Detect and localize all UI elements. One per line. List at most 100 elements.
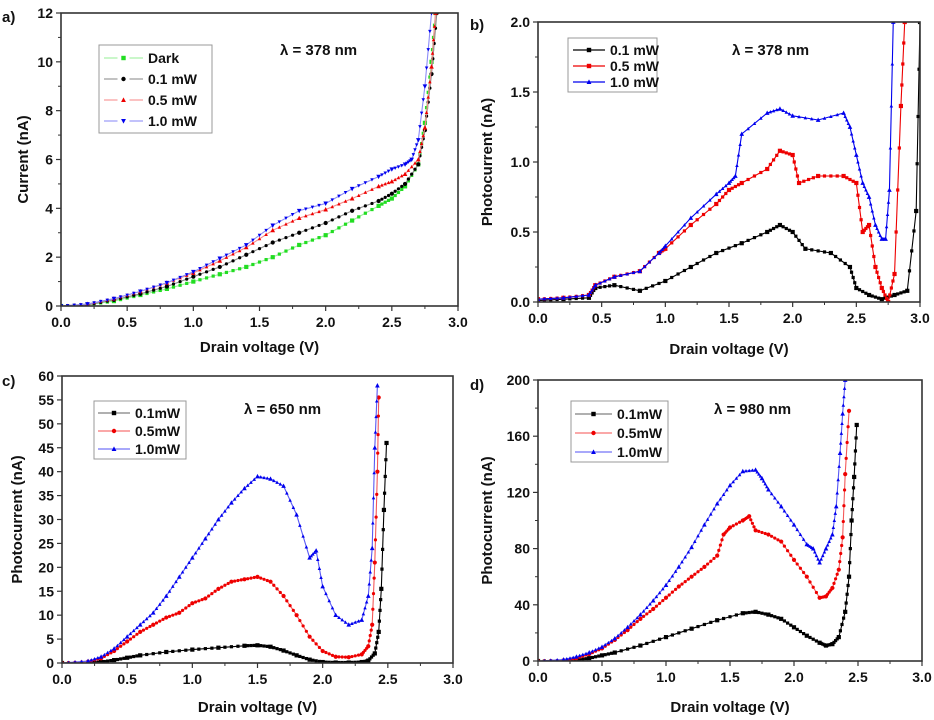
data-point <box>301 624 305 628</box>
y-tick-label: 80 <box>514 541 530 557</box>
data-point <box>888 293 892 297</box>
data-point <box>902 290 906 294</box>
data-point <box>776 500 780 504</box>
data-point <box>185 281 189 286</box>
data-point <box>376 174 381 180</box>
data-point <box>404 161 409 166</box>
data-point <box>369 545 375 551</box>
data-point <box>270 240 275 245</box>
legend-marker <box>591 411 596 417</box>
x-tick-label: 2.5 <box>847 310 867 326</box>
data-point <box>277 238 281 242</box>
data-point <box>191 274 196 279</box>
data-point <box>846 425 850 429</box>
data-point <box>255 473 260 479</box>
data-point <box>598 281 602 285</box>
data-point <box>896 188 900 192</box>
data-point <box>843 261 847 266</box>
data-point <box>406 179 410 183</box>
data-point <box>686 550 691 554</box>
data-point <box>834 577 838 581</box>
data-point <box>587 656 592 661</box>
data-point <box>914 208 919 214</box>
data-point <box>167 614 172 618</box>
data-point <box>264 232 268 237</box>
y-axis-title: Photocurrent (nA) <box>479 456 496 584</box>
data-point <box>330 660 335 663</box>
x-tick-label: 1.0 <box>183 671 203 687</box>
data-point <box>268 644 273 649</box>
data-point <box>367 582 372 586</box>
x-tick-label: 3.0 <box>448 314 468 330</box>
data-point <box>251 262 255 267</box>
data-point <box>740 468 746 474</box>
wavelength-annotation: λ = 650 nm <box>244 401 321 418</box>
data-point <box>193 600 198 604</box>
data-point <box>839 431 844 435</box>
data-point <box>145 287 149 292</box>
data-point <box>323 233 328 238</box>
data-point <box>786 621 790 625</box>
data-point <box>389 167 395 172</box>
legend-label: 1.0mW <box>135 441 181 457</box>
data-point <box>901 62 905 66</box>
data-point <box>242 577 247 582</box>
data-point <box>568 656 572 660</box>
data-point <box>294 512 299 517</box>
data-point <box>709 512 713 516</box>
data-point <box>714 501 720 506</box>
legend-label: 0.5 mW <box>610 58 660 74</box>
data-point <box>307 555 312 560</box>
data-point <box>135 625 139 630</box>
data-point <box>369 655 374 659</box>
data-point <box>359 659 364 663</box>
data-point <box>314 642 318 646</box>
data-point <box>132 635 136 639</box>
data-point <box>574 296 578 301</box>
data-point <box>768 228 772 232</box>
data-point <box>847 124 853 129</box>
panel-d-plot-area <box>538 380 859 661</box>
data-point <box>157 602 162 606</box>
data-point <box>171 649 175 654</box>
legend-item: 0.5 mW <box>104 92 198 108</box>
data-point <box>792 160 796 164</box>
data-point <box>784 151 788 155</box>
data-point <box>264 258 268 262</box>
data-point <box>712 506 716 511</box>
data-point <box>835 572 839 576</box>
data-point <box>744 611 748 615</box>
data-point <box>167 589 172 593</box>
legend-label: 0.5mW <box>135 423 181 439</box>
data-point <box>213 522 217 526</box>
data-point <box>830 642 835 647</box>
data-point <box>411 153 416 157</box>
data-point <box>775 225 779 229</box>
data-point <box>376 635 380 639</box>
y-tick-label: 160 <box>507 428 531 444</box>
data-point <box>804 633 809 638</box>
data-point <box>431 37 436 42</box>
data-point <box>717 189 722 193</box>
data-point <box>586 650 592 655</box>
data-point <box>878 233 882 237</box>
data-point <box>758 474 763 478</box>
data-point <box>846 583 850 588</box>
data-point <box>816 173 821 179</box>
data-point <box>204 276 209 280</box>
data-point <box>304 214 308 218</box>
data-point <box>717 548 721 552</box>
data-point <box>731 524 735 528</box>
data-point <box>343 212 348 216</box>
data-point <box>206 531 211 536</box>
data-point <box>830 585 835 591</box>
x-tick-label: 1.5 <box>248 671 268 687</box>
data-point <box>650 598 656 603</box>
data-point <box>781 225 785 229</box>
data-point <box>307 634 312 639</box>
y-tick-label: 20 <box>38 559 54 575</box>
data-point <box>174 579 178 584</box>
data-point <box>733 184 737 189</box>
data-point <box>368 657 372 661</box>
data-point <box>641 609 646 613</box>
